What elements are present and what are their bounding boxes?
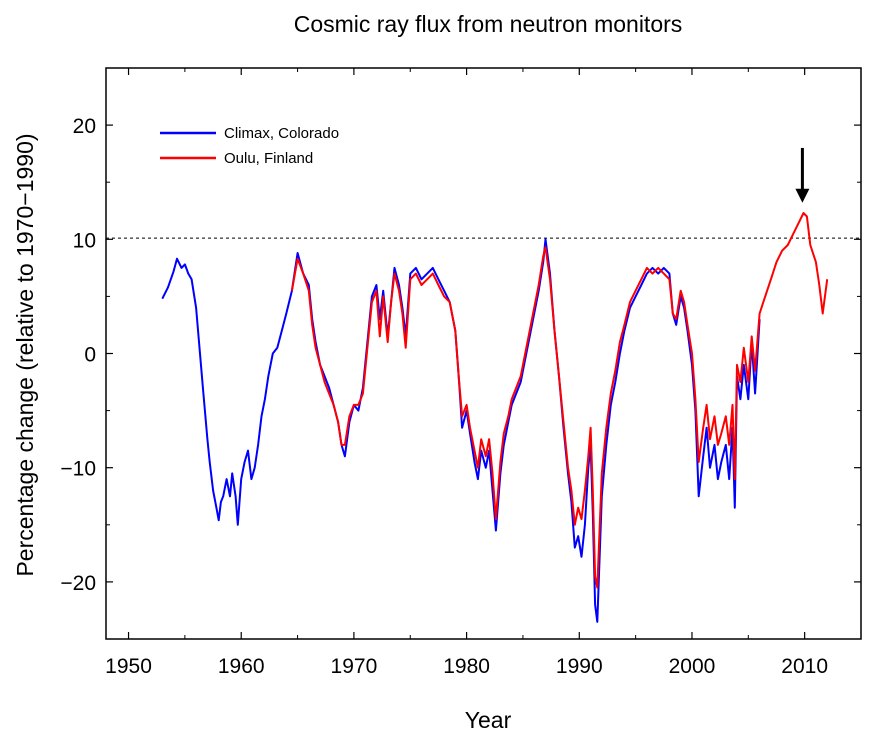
series-layer — [161, 212, 829, 623]
x-tick-label: 1980 — [443, 655, 490, 678]
chart-title: Cosmic ray flux from neutron monitors — [294, 11, 683, 37]
x-tick-label: 1970 — [331, 655, 378, 678]
series-line-1 — [290, 212, 829, 589]
x-axis-label: Year — [465, 707, 512, 733]
axis-layer: 1950 1960 1970 1980 1990 2000 2010 −20 −10 0 10 20 — [60, 67, 862, 678]
arrow-annotation — [795, 147, 810, 203]
y-tick-label: −10 — [60, 458, 96, 481]
y-tick-label: 10 — [73, 229, 96, 252]
y-axis-label: Percentage change (relative to 1970−1990… — [12, 133, 38, 576]
legend-label-climax: Climax, Colorado — [224, 125, 339, 142]
legend-label-oulu: Oulu, Finland — [224, 150, 313, 167]
y-tick-label: 0 — [84, 344, 96, 367]
x-tick-label: 1960 — [218, 655, 265, 678]
x-tick-label: 1990 — [556, 655, 603, 678]
x-tick-label: 2000 — [669, 655, 716, 678]
legend: Climax, Colorado Oulu, Finland — [160, 125, 339, 167]
y-tick-label: −20 — [60, 572, 96, 595]
y-tick-label: 20 — [73, 115, 96, 138]
x-tick-label: 2010 — [781, 655, 828, 678]
arrow-head — [795, 188, 810, 203]
x-tick-label: 1950 — [105, 655, 152, 678]
series-line-0 — [161, 238, 761, 623]
plot-frame — [105, 67, 862, 640]
